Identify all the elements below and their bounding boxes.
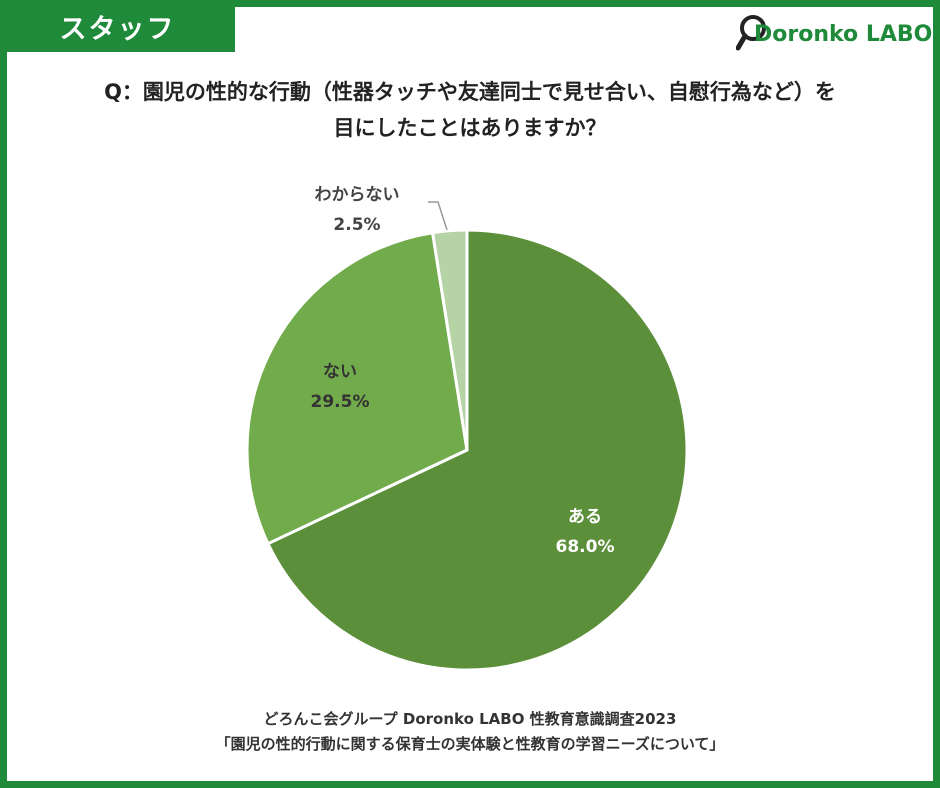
pie-slice-1 [245, 230, 469, 546]
question-line-1: Q：園児の性的な行動（性器タッチや友達同士で見せ合い、自慰行為など）を [104, 80, 836, 104]
slice-label-1: ない [323, 362, 357, 382]
slice-value-2: 2.5% [333, 215, 380, 235]
pie-slice-0 [265, 228, 689, 672]
footer-survey-title: 「園児の性的行動に関する保育士の実体験と性教育の学習ニーズについて」 [215, 735, 725, 753]
slice-value-0: 68.0% [556, 537, 615, 557]
slice-value-1: 29.5% [311, 392, 370, 412]
question-line-2: 目にしたことはありますか？ [333, 116, 607, 140]
pie-labels: ある 68.0% ない 29.5% わからない 2.5% [311, 185, 615, 557]
slice-label-2: わからない [315, 185, 400, 205]
logo: Doronko LABO [736, 12, 932, 54]
footer: どろんこ会グループ Doronko LABO 性教育意識調査2023 「園児の性… [20, 707, 920, 757]
question-title: Q：園児の性的な行動（性器タッチや友達同士で見せ合い、自慰行為など）を 目にした… [20, 74, 920, 146]
slice-label-0: ある [568, 507, 602, 527]
pie-slice-2 [430, 228, 469, 451]
logo-text: Doronko LABO [754, 22, 933, 47]
audience-tag: スタッフ [0, 0, 235, 52]
leader-line-wakaranai [428, 201, 448, 231]
pie-slices [245, 228, 689, 672]
footer-source: どろんこ会グループ Doronko LABO 性教育意識調査2023 [263, 710, 677, 728]
magnifier-icon [736, 15, 766, 51]
